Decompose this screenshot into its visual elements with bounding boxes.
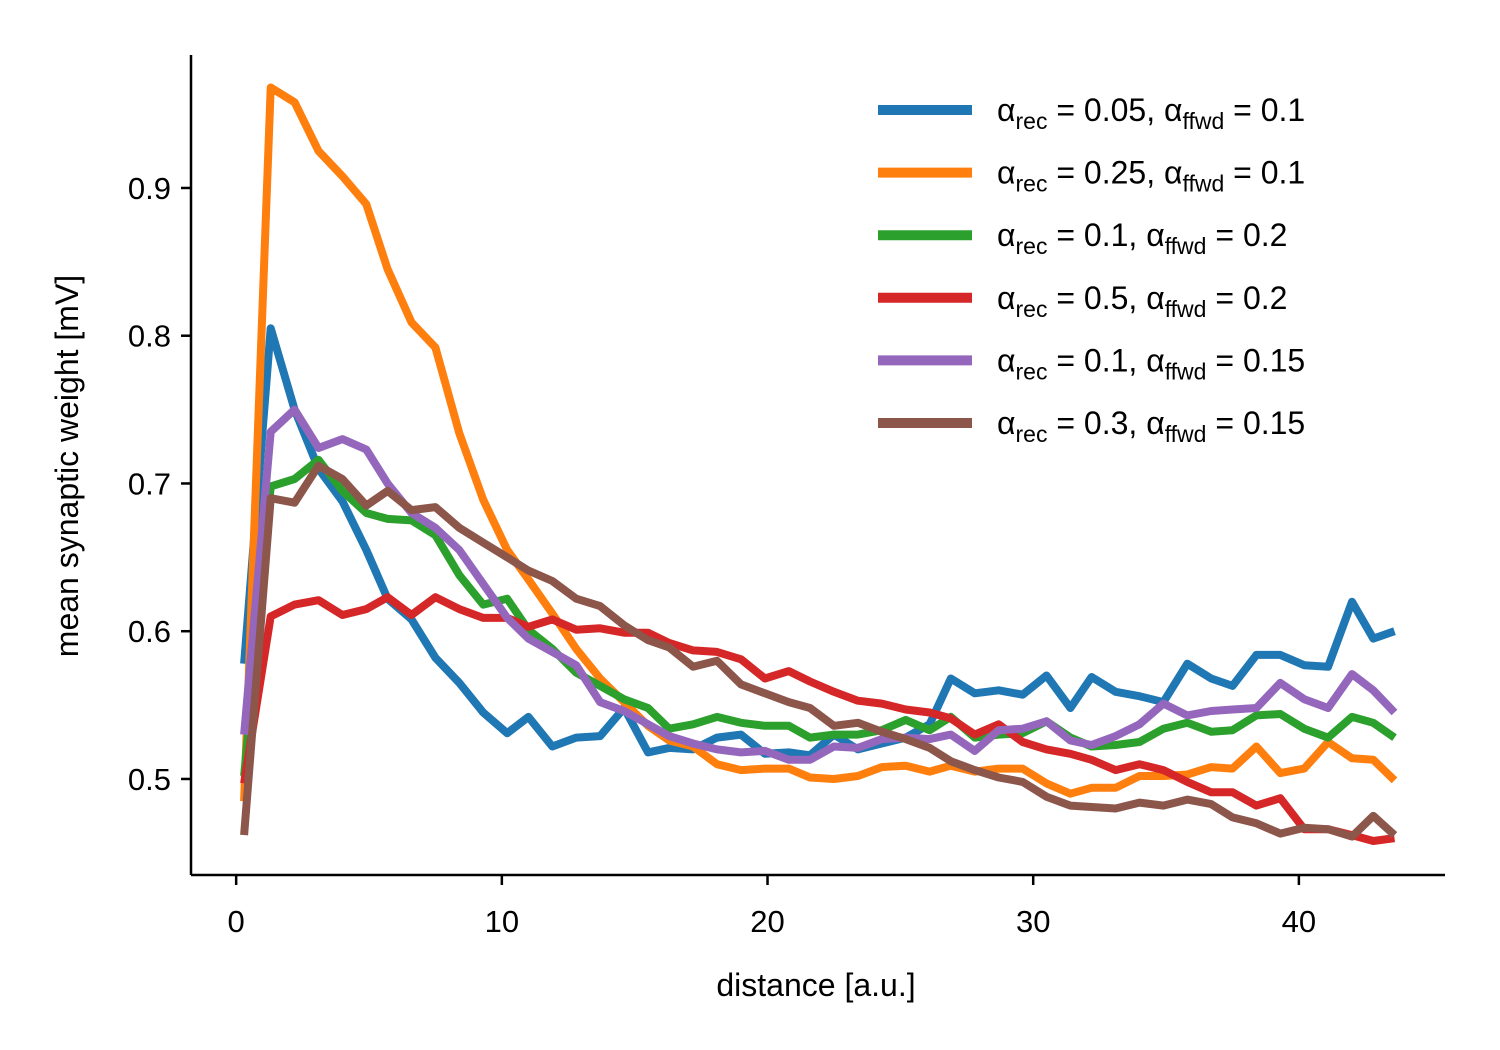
x-tick-label: 20 — [750, 904, 784, 939]
series-line-1 — [240, 324, 1396, 760]
series-layer — [240, 83, 1398, 845]
legend: αrec = 0.05, αffwd = 0.1 αrec = 0.25, αff… — [878, 92, 1305, 447]
x-tick-label: 40 — [1282, 904, 1316, 939]
series-line-5 — [240, 405, 1398, 764]
y-tick-label: 0.6 — [128, 614, 171, 649]
legend-entry-2: αrec = 0.25, αffwd = 0.1 — [997, 155, 1305, 197]
series-line-2 — [240, 83, 1398, 802]
y-tick-label: 0.5 — [128, 762, 171, 797]
legend-entry-3: αrec = 0.1, αffwd = 0.2 — [997, 217, 1287, 259]
y-tick-label: 0.7 — [128, 466, 171, 501]
legend-entry-1: αrec = 0.05, αffwd = 0.1 — [997, 92, 1305, 134]
x-tick-label: 0 — [228, 904, 245, 939]
y-axis-label: mean synaptic weight [mV] — [49, 275, 85, 657]
y-ticks: 0.5 0.6 0.7 0.8 0.9 — [128, 171, 191, 797]
legend-entry-4: αrec = 0.5, αffwd = 0.2 — [997, 280, 1287, 322]
x-tick-label: 30 — [1016, 904, 1050, 939]
legend-entry-5: αrec = 0.1, αffwd = 0.15 — [997, 342, 1305, 384]
x-axis-label: distance [a.u.] — [716, 967, 915, 1003]
series-line-6 — [240, 461, 1398, 841]
x-ticks: 0 10 20 30 40 — [228, 875, 1316, 939]
series-line-3 — [240, 455, 1397, 777]
x-tick-label: 10 — [485, 904, 519, 939]
axes: 0 10 20 30 40 0.5 0.6 0.7 0.8 0.9 — [128, 55, 1445, 939]
y-tick-label: 0.9 — [128, 171, 171, 206]
series-line-4 — [240, 593, 1396, 845]
legend-entry-6: αrec = 0.3, αffwd = 0.15 — [997, 405, 1305, 447]
y-tick-label: 0.8 — [128, 319, 171, 354]
